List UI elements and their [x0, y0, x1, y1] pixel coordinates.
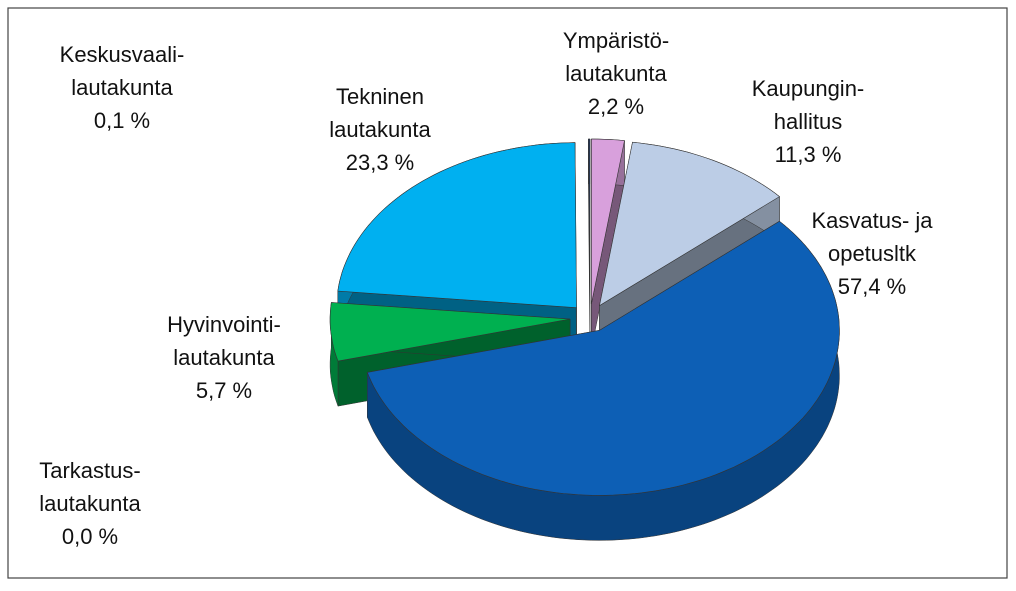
category-label: lautakunta — [565, 61, 667, 86]
slice — [591, 138, 625, 305]
slice — [329, 302, 571, 362]
category-label: hallitus — [774, 109, 842, 134]
category-label: Tarkastus- — [39, 458, 140, 483]
value-label: 0,1 % — [94, 108, 150, 133]
value-label: 23,3 % — [346, 150, 415, 175]
slice — [366, 220, 840, 496]
category-label: Kasvatus- ja — [811, 208, 933, 233]
slice — [599, 141, 781, 307]
category-label: lautakunta — [39, 491, 141, 516]
category-label: lautakunta — [329, 117, 431, 142]
value-label: 11,3 % — [775, 142, 842, 167]
category-label: Tekninen — [336, 84, 424, 109]
category-label: opetusltk — [828, 241, 917, 266]
slice — [337, 142, 577, 308]
value-label: 57,4 % — [838, 274, 907, 299]
category-label: lautakunta — [71, 75, 173, 100]
slice — [588, 138, 591, 305]
category-label: Keskusvaali- — [60, 42, 185, 67]
category-label: lautakunta — [173, 345, 275, 370]
value-label: 2,2 % — [588, 94, 644, 119]
value-label: 5,7 % — [196, 378, 252, 403]
category-label: Hyvinvointi- — [167, 312, 281, 337]
category-label: Ympäristö- — [563, 28, 669, 53]
category-label: Kaupungin- — [752, 76, 865, 101]
value-label: 0,0 % — [62, 524, 118, 549]
